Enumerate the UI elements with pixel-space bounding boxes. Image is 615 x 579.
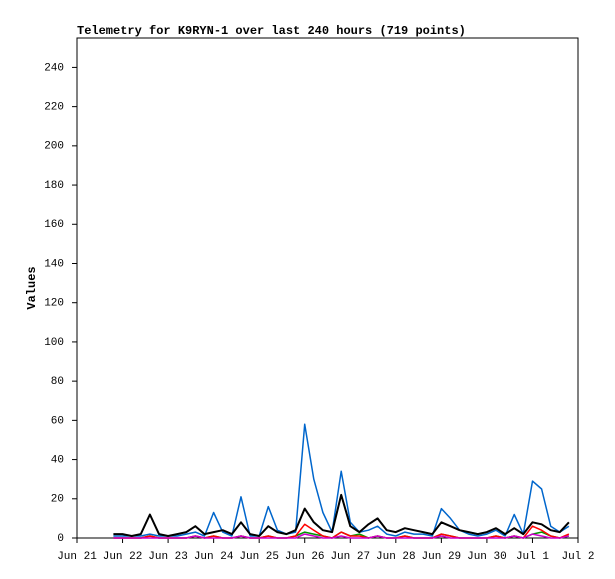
x-tick-label: Jul 2 — [561, 551, 594, 563]
series-line — [113, 533, 570, 539]
y-tick-label: 220 — [44, 102, 64, 114]
y-tick-label: 120 — [44, 298, 64, 310]
x-tick-label: Jun 30 — [467, 551, 507, 563]
y-tick-label: 160 — [44, 219, 64, 231]
y-tick-label: 0 — [57, 533, 64, 545]
x-tick-label: Jun 28 — [376, 551, 416, 563]
x-tick-label: Jun 23 — [148, 551, 188, 563]
y-tick-label: 40 — [51, 454, 64, 466]
y-tick-label: 200 — [44, 141, 64, 153]
plot-frame — [76, 37, 579, 539]
series-line — [113, 493, 570, 537]
y-tick-label: 180 — [44, 180, 64, 192]
y-axis-label: Values — [25, 266, 39, 309]
x-tick-label: Jun 27 — [330, 551, 370, 563]
x-tick-label: Jun 24 — [194, 551, 234, 563]
x-tick-label: Jun 29 — [422, 551, 462, 563]
x-tick-label: Jun 26 — [285, 551, 325, 563]
x-tick-label: Jul 1 — [516, 551, 549, 563]
y-tick-label: 100 — [44, 337, 64, 349]
y-tick-label: 20 — [51, 494, 64, 506]
y-tick-label: 140 — [44, 258, 64, 270]
x-tick-label: Jun 21 — [57, 551, 97, 563]
chart-title: Telemetry for K9RYN-1 over last 240 hour… — [77, 24, 466, 38]
y-tick-label: 80 — [51, 376, 64, 388]
series-line — [113, 423, 570, 537]
y-tick-label: 60 — [51, 415, 64, 427]
x-tick-label: Jun 25 — [239, 551, 279, 563]
x-tick-label: Jun 22 — [103, 551, 143, 563]
y-tick-label: 240 — [44, 62, 64, 74]
